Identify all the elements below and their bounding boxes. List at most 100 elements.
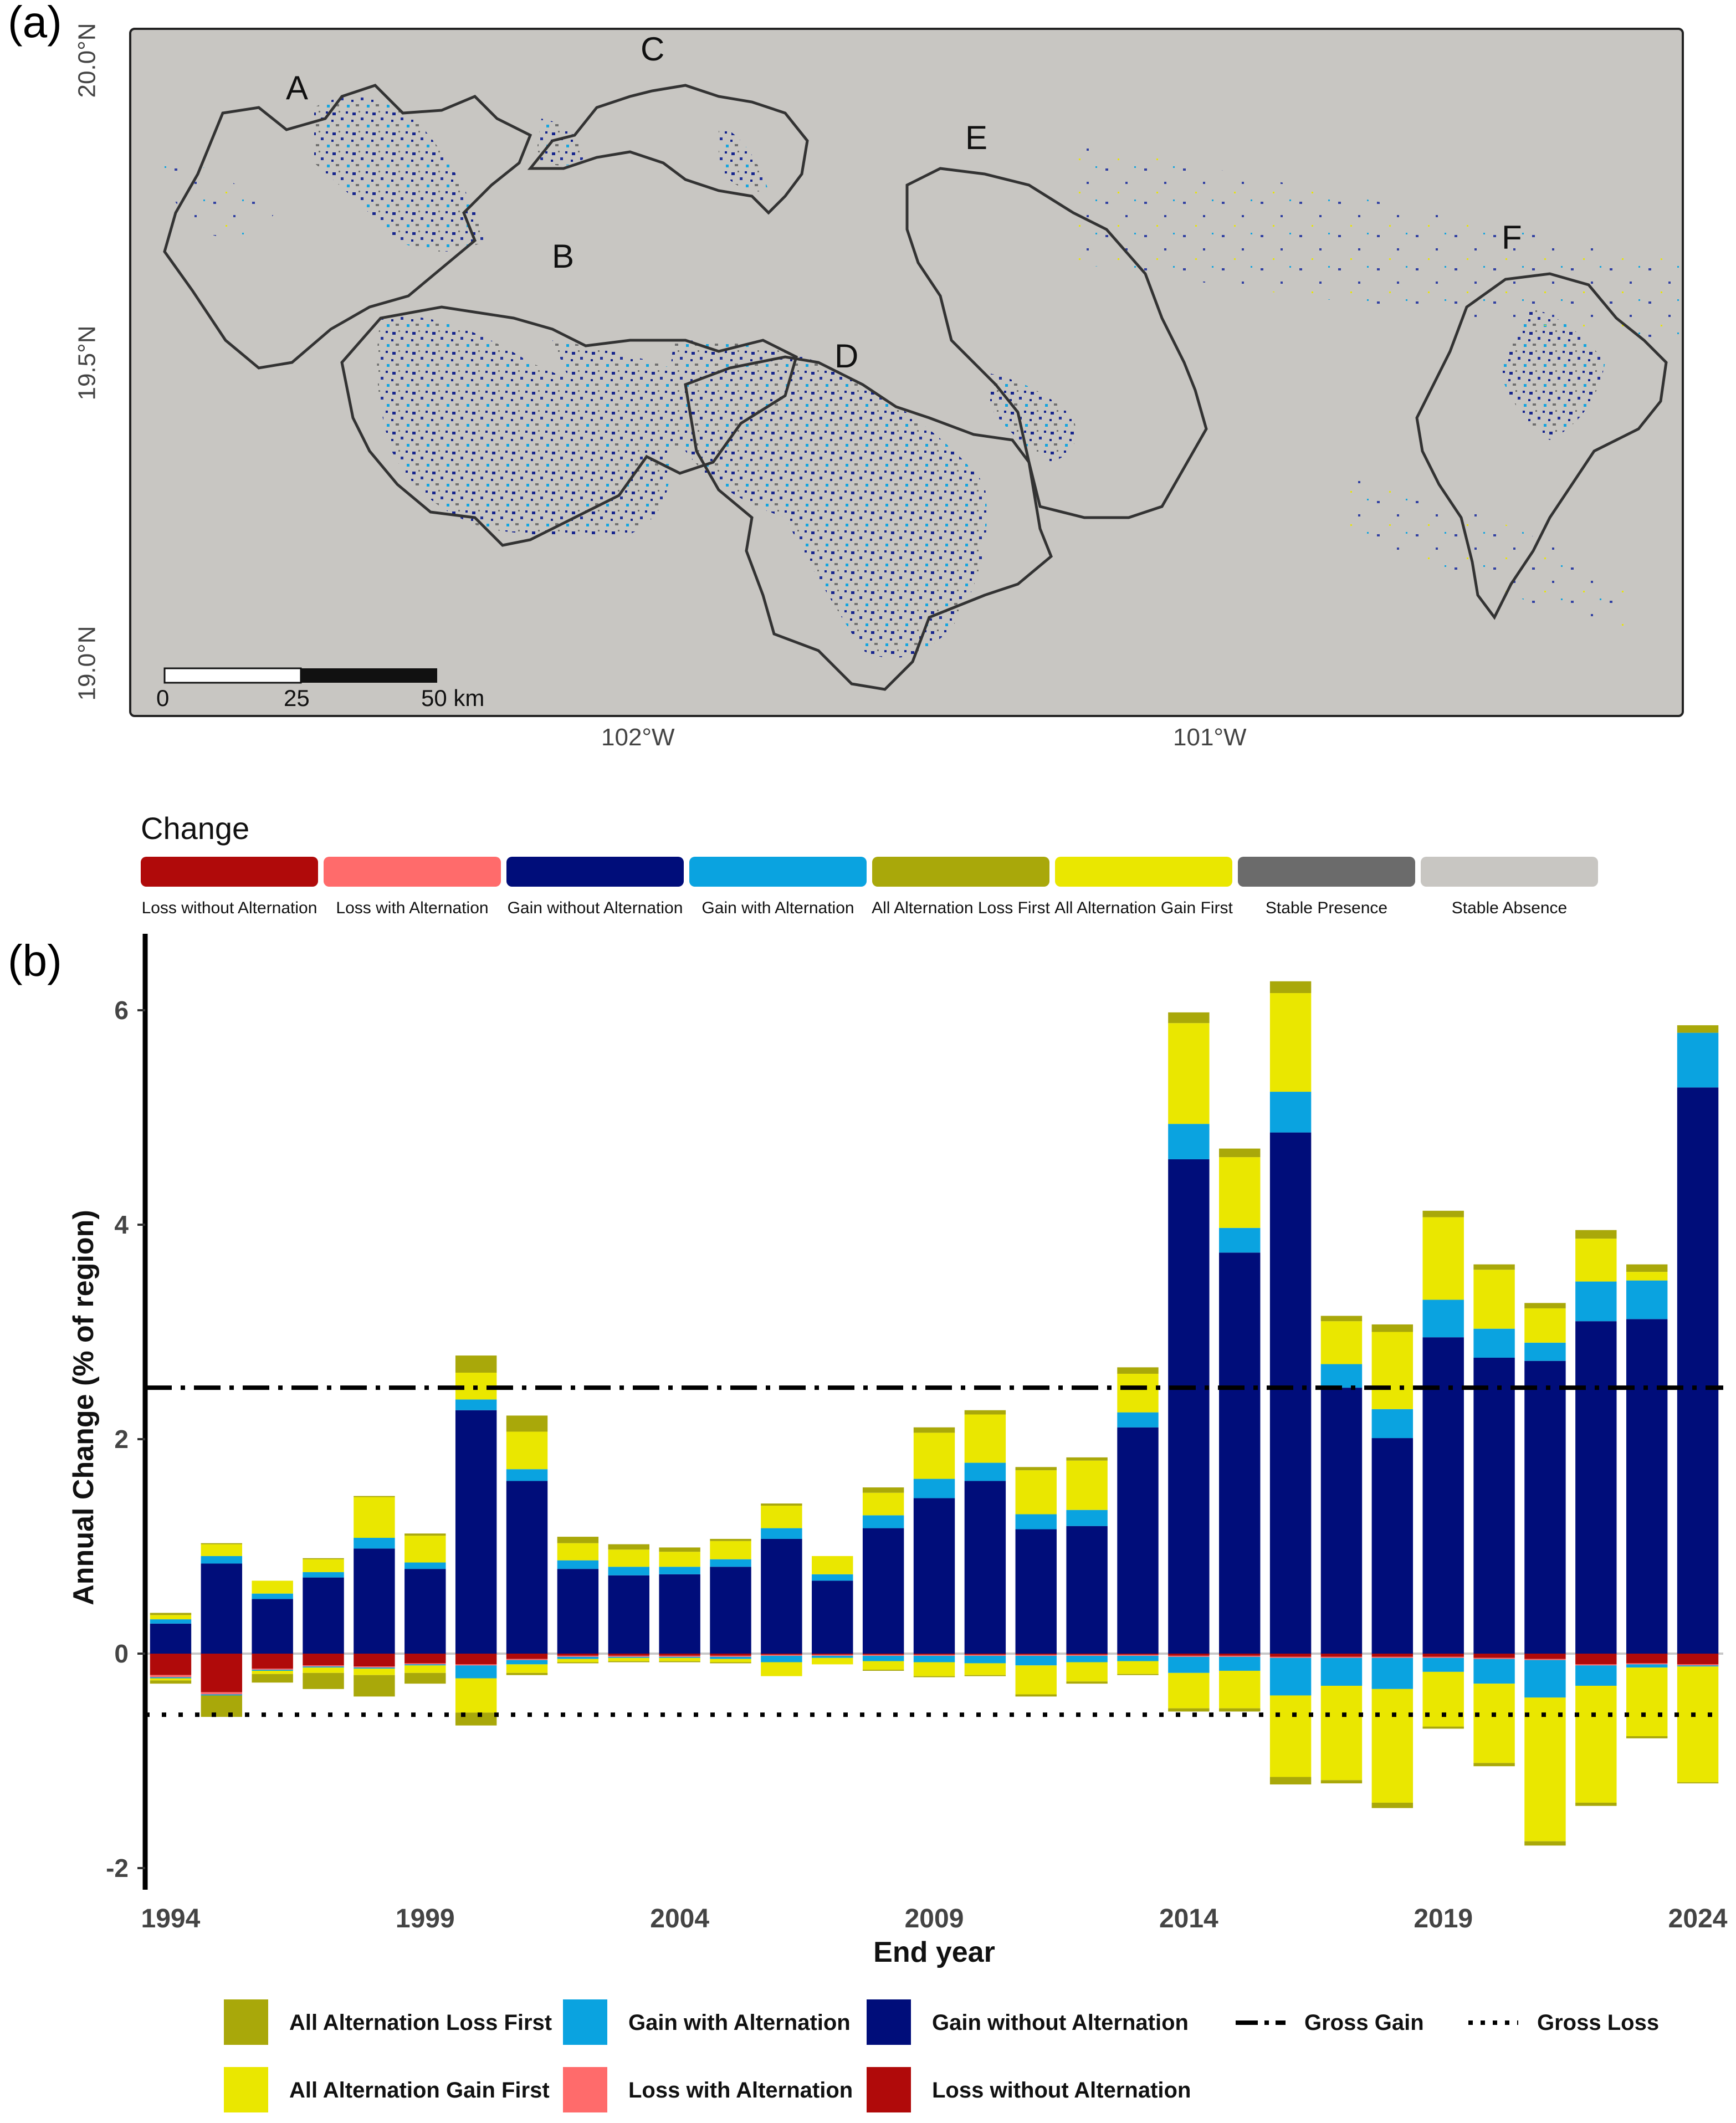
bar-segment xyxy=(1524,1660,1566,1698)
bar-segment xyxy=(1015,1654,1057,1655)
bar-segment xyxy=(1015,1470,1057,1515)
bar-segment xyxy=(252,1670,293,1671)
bar-segment xyxy=(1269,1132,1312,1654)
bar-segment xyxy=(710,1655,751,1657)
bar-segment xyxy=(303,1558,344,1559)
bar-segment xyxy=(1117,1674,1159,1675)
legend-swatch xyxy=(224,2067,268,2112)
bar-segment xyxy=(1015,1665,1057,1695)
bar-segment xyxy=(1677,1665,1719,1667)
y-tick-label: 4 xyxy=(114,1210,129,1239)
bar-segment xyxy=(404,1654,446,1664)
bar-segment xyxy=(761,1538,802,1654)
bar-segment xyxy=(608,1549,649,1567)
x-tick-label: 2014 xyxy=(1159,1904,1218,1933)
bar-segment xyxy=(1677,1654,1719,1665)
bar-segment xyxy=(862,1492,904,1516)
bar-segment xyxy=(1626,1319,1668,1654)
bar-segment xyxy=(913,1479,955,1498)
bar-segment xyxy=(557,1654,599,1656)
bar-segment xyxy=(404,1569,446,1654)
bar-segment xyxy=(761,1655,802,1662)
bar-segment xyxy=(201,1544,243,1556)
bar-segment xyxy=(1015,1694,1057,1697)
bar-segment xyxy=(150,1675,192,1677)
change-legend-label: All Alternation Gain First xyxy=(1054,899,1233,917)
scale-label-25: 25 xyxy=(284,685,310,711)
bar-segment xyxy=(354,1538,395,1549)
bar-segment xyxy=(659,1567,700,1574)
bar-segment xyxy=(1168,1012,1210,1024)
bar-segment xyxy=(1219,1252,1261,1654)
bar-segment xyxy=(1269,981,1312,994)
legend-label: Gross Gain xyxy=(1304,2011,1424,2035)
bar-segment xyxy=(455,1664,497,1666)
bar-segment xyxy=(1066,1460,1108,1510)
x-tick-label: 2009 xyxy=(905,1904,964,1933)
bar-segment xyxy=(1066,1662,1108,1682)
bar-segment xyxy=(964,1654,1006,1655)
bar-segment xyxy=(1371,1409,1414,1439)
bar-segment xyxy=(1269,1777,1312,1785)
map-canvas xyxy=(153,84,1682,691)
bar-segment xyxy=(812,1658,853,1665)
bar-segment xyxy=(710,1541,751,1559)
bar-segment xyxy=(1422,1300,1464,1338)
change-legend-label: Stable Presence xyxy=(1265,899,1388,917)
bar-segment xyxy=(1117,1655,1159,1661)
legend-swatch xyxy=(867,2067,911,2112)
bar-segment xyxy=(1168,1708,1210,1712)
bar-segment xyxy=(1524,1360,1566,1654)
region-label-b: B xyxy=(552,238,575,275)
bar-segment xyxy=(1677,1032,1719,1088)
bar-segment xyxy=(710,1659,751,1662)
bar-segment xyxy=(862,1655,904,1661)
bar-segment xyxy=(1473,1264,1515,1270)
bar-segment xyxy=(1575,1321,1617,1654)
x-tick-label: 1999 xyxy=(396,1904,455,1933)
bar-segment xyxy=(455,1399,497,1410)
bar-segment xyxy=(506,1431,548,1470)
bar-segment xyxy=(1168,1656,1210,1673)
bar-segment xyxy=(1677,1666,1719,1783)
bar-segment xyxy=(1168,1159,1210,1654)
bar-segment xyxy=(862,1654,904,1656)
change-legend-swatch xyxy=(689,857,867,887)
bar-segment xyxy=(812,1574,853,1581)
bar-segment xyxy=(964,1410,1006,1415)
bar-segment xyxy=(710,1559,751,1567)
bar-segment xyxy=(1422,1210,1464,1217)
bar-segment xyxy=(1320,1654,1363,1657)
bar-segment xyxy=(608,1544,649,1550)
bar-segment xyxy=(455,1355,497,1373)
bar-segment xyxy=(1575,1239,1617,1282)
bar-segment xyxy=(1575,1230,1617,1239)
bar-segment xyxy=(1473,1659,1515,1684)
x-axis-title: End year xyxy=(873,1936,995,1968)
bar-segment xyxy=(862,1528,904,1654)
bar-segment xyxy=(1473,1763,1515,1767)
bar-segment xyxy=(1677,1025,1719,1033)
bar-segment xyxy=(1168,1654,1210,1656)
change-legend-swatch xyxy=(506,857,684,887)
bar-segment xyxy=(354,1675,395,1697)
bar-segment xyxy=(1219,1656,1261,1671)
bar-segment xyxy=(812,1655,853,1658)
bar-segment xyxy=(913,1676,955,1677)
bar-segment xyxy=(1524,1697,1566,1841)
bar-segment xyxy=(506,1415,548,1432)
change-legend-swatch xyxy=(1238,857,1415,887)
bar-segment xyxy=(455,1712,497,1726)
bar-segment xyxy=(1626,1272,1668,1281)
change-legend-swatch xyxy=(324,857,501,887)
bar-segment xyxy=(150,1678,192,1681)
bar-segment xyxy=(455,1654,497,1665)
region-label-e: E xyxy=(965,119,988,156)
bar-segment xyxy=(150,1613,192,1615)
bar-segment xyxy=(1575,1654,1617,1665)
y-tick-label: 6 xyxy=(114,996,129,1025)
bar-segment xyxy=(659,1656,700,1658)
bar-segment xyxy=(303,1577,344,1654)
bar-segment xyxy=(659,1552,700,1567)
bar-segment xyxy=(201,1692,243,1695)
